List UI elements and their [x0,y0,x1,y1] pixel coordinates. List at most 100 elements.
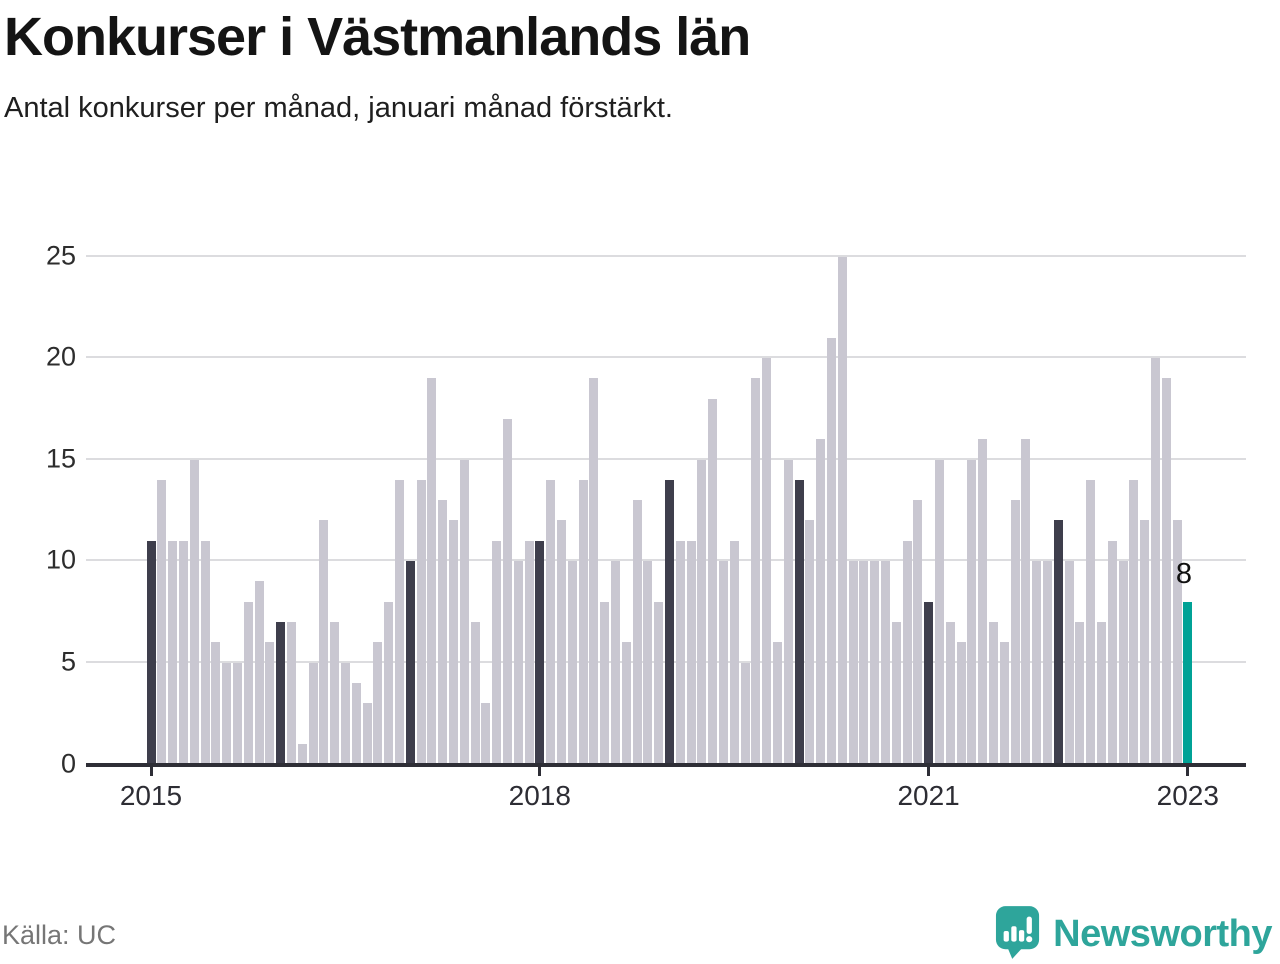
bar-2018-08[interactable] [610,561,620,764]
bar-2017-06[interactable] [459,459,469,764]
bar-2018-04[interactable] [567,561,577,764]
bar-2021-08[interactable] [999,642,1009,764]
bar-2017-08[interactable] [481,703,491,764]
bar-2018-10[interactable] [632,500,642,764]
bar-2019-03[interactable] [686,540,696,764]
bar-2015-07[interactable] [211,642,221,764]
bar-2022-03[interactable] [1075,621,1085,764]
bar-2020-11[interactable] [902,540,912,764]
bar-2017-12[interactable] [524,540,534,764]
bar-2020-01[interactable] [794,479,804,764]
bar-2019-10[interactable] [762,358,772,764]
bar-2021-03[interactable] [945,621,955,764]
bar-2017-07[interactable] [470,621,480,764]
bar-2019-01[interactable] [664,479,674,764]
bar-2022-08[interactable] [1129,479,1139,764]
bar-2015-02[interactable] [157,479,167,764]
bar-2019-12[interactable] [783,459,793,764]
bar-2017-01[interactable] [405,561,415,764]
bar-2016-07[interactable] [340,662,350,764]
bar-2017-05[interactable] [448,520,458,764]
bar-2020-10[interactable] [891,621,901,764]
bar-2020-12[interactable] [913,500,923,764]
bar-2016-12[interactable] [394,479,404,764]
bar-2021-06[interactable] [978,439,988,764]
bar-2022-01[interactable] [1053,520,1063,764]
bar-2018-05[interactable] [578,479,588,764]
bar-2015-08[interactable] [222,662,232,764]
bar-2018-12[interactable] [654,601,664,764]
bar-2022-09[interactable] [1140,520,1150,764]
bar-2022-12[interactable] [1172,520,1182,764]
bar-2018-11[interactable] [643,561,653,764]
bar-2021-04[interactable] [956,642,966,764]
bar-2020-08[interactable] [870,561,880,764]
bar-2019-11[interactable] [772,642,782,764]
bar-2022-02[interactable] [1064,561,1074,764]
bar-2021-10[interactable] [1021,439,1031,764]
bar-2017-02[interactable] [416,479,426,764]
bar-2017-09[interactable] [492,540,502,764]
bar-2018-02[interactable] [546,479,556,764]
bar-2022-11[interactable] [1161,378,1171,764]
bar-2015-01[interactable] [146,540,156,764]
bar-2016-10[interactable] [373,642,383,764]
bar-2019-09[interactable] [751,378,761,764]
bar-2016-11[interactable] [384,601,394,764]
bar-2017-04[interactable] [438,500,448,764]
bar-2019-07[interactable] [729,540,739,764]
bar-2022-04[interactable] [1086,479,1096,764]
newsworthy-logo-text: Newsworthy [1053,913,1272,955]
bar-2019-05[interactable] [708,398,718,764]
bar-2019-06[interactable] [718,561,728,764]
bar-2020-05[interactable] [837,256,847,764]
bar-2016-05[interactable] [319,520,329,764]
bar-2021-02[interactable] [934,459,944,764]
bar-2022-06[interactable] [1107,540,1117,764]
bar-2020-03[interactable] [816,439,826,764]
bar-2017-03[interactable] [427,378,437,764]
bar-2015-03[interactable] [168,540,178,764]
bar-2021-07[interactable] [988,621,998,764]
bar-2015-12[interactable] [265,642,275,764]
x-axis-line [86,763,1246,767]
bar-2015-11[interactable] [254,581,264,764]
bar-2021-05[interactable] [967,459,977,764]
bar-2020-06[interactable] [848,561,858,764]
bar-2022-07[interactable] [1118,561,1128,764]
bar-2021-01[interactable] [924,601,934,764]
bar-2021-12[interactable] [1042,561,1052,764]
bar-2020-09[interactable] [880,561,890,764]
bar-2019-02[interactable] [675,540,685,764]
bar-2015-04[interactable] [178,540,188,764]
bar-2019-08[interactable] [740,662,750,764]
bar-2021-09[interactable] [1010,500,1020,764]
bar-2016-09[interactable] [362,703,372,764]
bar-2015-09[interactable] [232,662,242,764]
bar-2018-03[interactable] [556,520,566,764]
bar-2016-06[interactable] [330,621,340,764]
bar-2016-02[interactable] [286,621,296,764]
bar-2015-06[interactable] [200,540,210,764]
bar-2018-01[interactable] [535,540,545,764]
bar-2019-04[interactable] [697,459,707,764]
bar-2018-06[interactable] [589,378,599,764]
bar-2022-05[interactable] [1096,621,1106,764]
bar-2017-10[interactable] [502,418,512,764]
bar-2018-07[interactable] [600,601,610,764]
bar-2015-10[interactable] [243,601,253,764]
bar-2023-01[interactable] [1183,601,1193,764]
bar-2015-05[interactable] [189,459,199,764]
bar-2016-01[interactable] [276,621,286,764]
bar-2022-10[interactable] [1150,358,1160,764]
bar-2018-09[interactable] [621,642,631,764]
gridline-y20 [86,356,1246,358]
bar-2016-04[interactable] [308,662,318,764]
bar-2021-11[interactable] [1032,561,1042,764]
bar-2016-03[interactable] [297,743,307,764]
bar-2020-04[interactable] [826,337,836,764]
bar-2017-11[interactable] [513,561,523,764]
bar-2016-08[interactable] [351,682,361,764]
bar-2020-02[interactable] [805,520,815,764]
bar-2020-07[interactable] [859,561,869,764]
